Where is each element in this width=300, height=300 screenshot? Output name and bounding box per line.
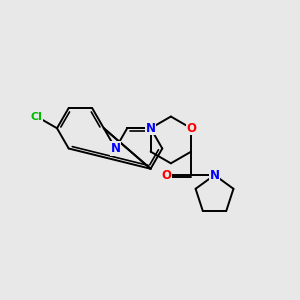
Text: N: N bbox=[209, 169, 220, 182]
Text: O: O bbox=[186, 122, 196, 135]
Text: Cl: Cl bbox=[31, 112, 43, 122]
Text: O: O bbox=[161, 169, 172, 182]
Text: N: N bbox=[110, 142, 121, 155]
Text: N: N bbox=[146, 122, 156, 135]
